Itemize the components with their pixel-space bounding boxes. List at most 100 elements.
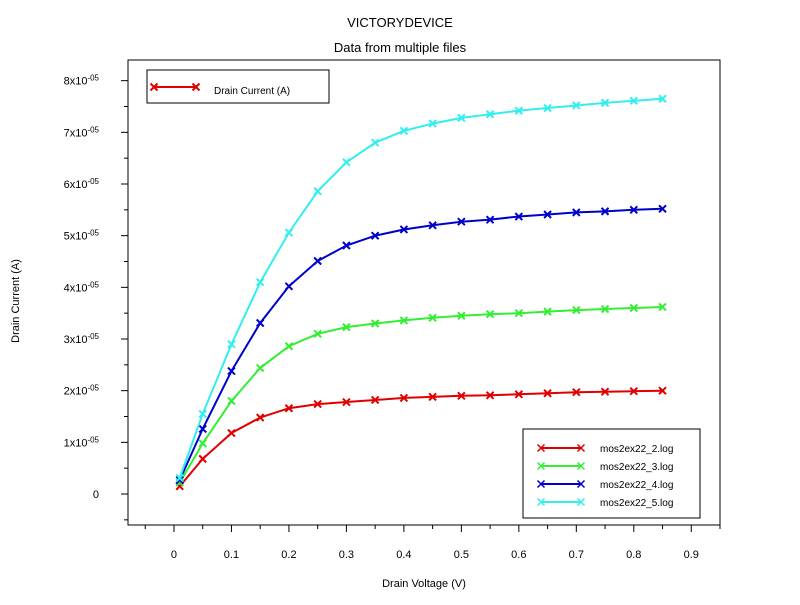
data-point xyxy=(342,397,351,407)
data-point xyxy=(227,396,236,406)
data-point xyxy=(342,158,351,167)
y-tick-exponent: -05 xyxy=(87,280,99,289)
data-point xyxy=(514,390,524,399)
plot-frame xyxy=(127,59,721,526)
data-point xyxy=(658,94,667,103)
data-point xyxy=(485,215,495,224)
legend-file-marker xyxy=(536,461,586,471)
data-point xyxy=(284,342,294,351)
data-point xyxy=(543,103,552,113)
legend-file-label: mos2ex22_4.log xyxy=(600,480,673,491)
y-tick-exponent: -05 xyxy=(87,384,99,393)
series-line xyxy=(178,207,663,481)
series-mos2ex22_5.log xyxy=(175,94,667,483)
data-point xyxy=(514,106,524,115)
data-point xyxy=(255,363,265,373)
series-line xyxy=(178,389,663,487)
data-point xyxy=(399,126,409,135)
data-point xyxy=(284,404,294,413)
data-point xyxy=(255,277,265,287)
data-point xyxy=(629,303,638,313)
data-point xyxy=(198,424,207,434)
data-point xyxy=(313,187,322,196)
data-point xyxy=(629,96,638,106)
series-layer xyxy=(175,94,667,491)
x-tick-label: 0.4 xyxy=(396,549,411,561)
y-axis-label: Drain Current (A) xyxy=(10,259,22,343)
legend-file-marker xyxy=(536,497,586,507)
data-point xyxy=(428,119,437,128)
data-point xyxy=(227,366,236,376)
y-tick-label: 2x10-05 xyxy=(64,384,100,398)
series-mos2ex22_3.log xyxy=(175,302,667,487)
y-axis: 0 1x10-05 2x10-05 3x10-05 4x10-05 5x10-05 6x10… xyxy=(64,74,128,521)
data-point xyxy=(514,212,524,221)
y-tick-label: 0 xyxy=(93,489,99,501)
data-point xyxy=(600,98,610,108)
data-point xyxy=(227,428,236,438)
x-tick-label: 0 xyxy=(171,549,177,561)
y-tick-exponent: -05 xyxy=(87,229,99,238)
series-mos2ex22_4.log xyxy=(175,204,667,485)
legend-quantity-marker xyxy=(149,82,159,92)
legend-quantity: Drain Current (A) xyxy=(146,69,330,104)
x-tick-label: 0.1 xyxy=(224,549,239,561)
legend-file-label: mos2ex22_2.log xyxy=(600,444,673,455)
data-point xyxy=(600,304,610,314)
y-tick-exponent: -05 xyxy=(87,435,99,444)
chart-subtitle: Data from multiple files xyxy=(334,40,467,55)
legend-file-label: mos2ex22_5.log xyxy=(600,498,673,509)
data-point xyxy=(370,231,380,240)
data-point xyxy=(255,318,265,328)
data-point xyxy=(370,395,380,405)
data-point xyxy=(514,308,524,318)
x-axis: 0 0.1 0.2 0.3 0.4 0.5 0.6 0.7 0.8 0.9 xyxy=(144,525,721,561)
data-point xyxy=(600,207,610,216)
x-tick-label: 0.7 xyxy=(569,549,584,561)
data-point xyxy=(629,205,638,215)
series-line xyxy=(178,306,663,484)
data-point xyxy=(284,282,294,291)
legend-quantity-marker xyxy=(191,82,201,92)
legend-files: mos2ex22_2.log mos2ex22_3.log mos2ex22_4.l… xyxy=(522,428,701,519)
data-point xyxy=(485,110,495,119)
data-point xyxy=(572,388,581,397)
data-point xyxy=(255,413,265,422)
y-tick-exponent: -05 xyxy=(87,74,99,83)
data-point xyxy=(658,204,667,214)
data-point xyxy=(543,307,552,316)
x-tick-label: 0.2 xyxy=(281,549,296,561)
data-point xyxy=(572,101,581,110)
data-point xyxy=(227,339,236,349)
data-point xyxy=(485,391,495,400)
data-point xyxy=(370,138,380,147)
data-point xyxy=(428,221,437,230)
data-point xyxy=(543,210,552,219)
y-tick-label: 6x10-05 xyxy=(64,177,100,191)
data-point xyxy=(600,387,610,396)
legend-quantity-label: Drain Current (A) xyxy=(214,86,290,97)
x-tick-label: 0.5 xyxy=(454,549,469,561)
data-point xyxy=(198,454,207,464)
y-tick-label: 8x10-05 xyxy=(64,74,100,88)
legend-files-box xyxy=(522,428,701,519)
x-tick-label: 0.8 xyxy=(626,549,641,561)
data-point xyxy=(457,391,466,401)
data-point xyxy=(658,302,667,312)
x-tick-label: 0.3 xyxy=(339,549,354,561)
data-point xyxy=(284,228,294,237)
data-point xyxy=(399,393,409,403)
data-point xyxy=(313,399,322,409)
y-tick-exponent: -05 xyxy=(87,125,99,134)
legend-file-marker xyxy=(536,479,586,489)
data-point xyxy=(457,217,466,226)
data-point xyxy=(543,389,552,398)
data-point xyxy=(342,241,351,250)
data-point xyxy=(428,313,437,323)
y-tick-label: 4x10-05 xyxy=(64,280,100,294)
data-point xyxy=(198,409,207,419)
data-point xyxy=(313,256,322,266)
legend-file-marker xyxy=(536,443,586,453)
